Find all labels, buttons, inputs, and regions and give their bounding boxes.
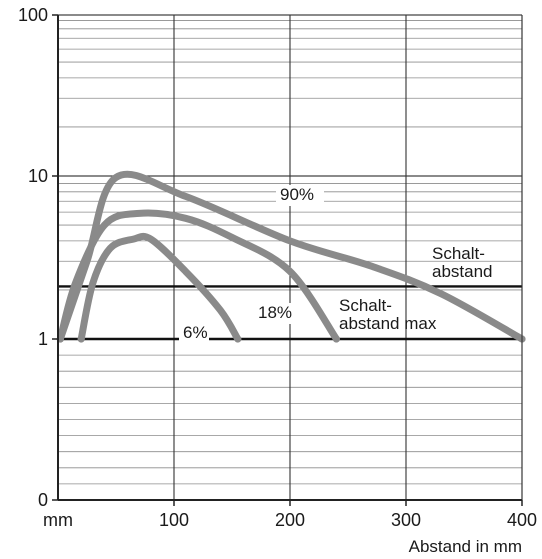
- series-label-bg: [254, 303, 294, 324]
- reference-label-line: Schalt-: [432, 244, 485, 263]
- x-tick-label: 100: [159, 510, 189, 530]
- reference-label-line: Schalt-: [339, 296, 392, 315]
- reference-label-line: abstand max: [339, 314, 437, 333]
- y-tick-label: 0: [38, 490, 48, 510]
- x-tick-label: 400: [507, 510, 537, 530]
- series-endpoint: [77, 335, 85, 343]
- y-tick-label: 1: [38, 329, 48, 349]
- reference-lines: [58, 285, 522, 341]
- series-line-18pct: [56, 209, 340, 343]
- y-tick-label: 100: [18, 5, 48, 25]
- series-label-bg: [276, 185, 324, 206]
- series-endpoint: [332, 335, 340, 343]
- x-tick-label: 300: [391, 510, 421, 530]
- series-label-bg: [179, 323, 209, 344]
- reference-label-line: abstand: [432, 262, 493, 281]
- y-tick-label: 10: [28, 166, 48, 186]
- x-axis-label: Abstand in mm: [409, 537, 522, 556]
- reference-label-1: Schalt-abstand: [432, 244, 493, 281]
- series-label-6pct: 6%: [183, 323, 208, 342]
- series-label-18pct: 18%: [258, 303, 292, 322]
- x-tick-label: 200: [275, 510, 305, 530]
- series-label-90pct: 90%: [280, 185, 314, 204]
- series-line-6pct: [77, 232, 242, 343]
- series-endpoint: [234, 335, 242, 343]
- axes: [52, 14, 523, 506]
- x-unit-label: mm: [43, 510, 73, 530]
- reference-label-2: Schalt-abstand max: [339, 296, 437, 333]
